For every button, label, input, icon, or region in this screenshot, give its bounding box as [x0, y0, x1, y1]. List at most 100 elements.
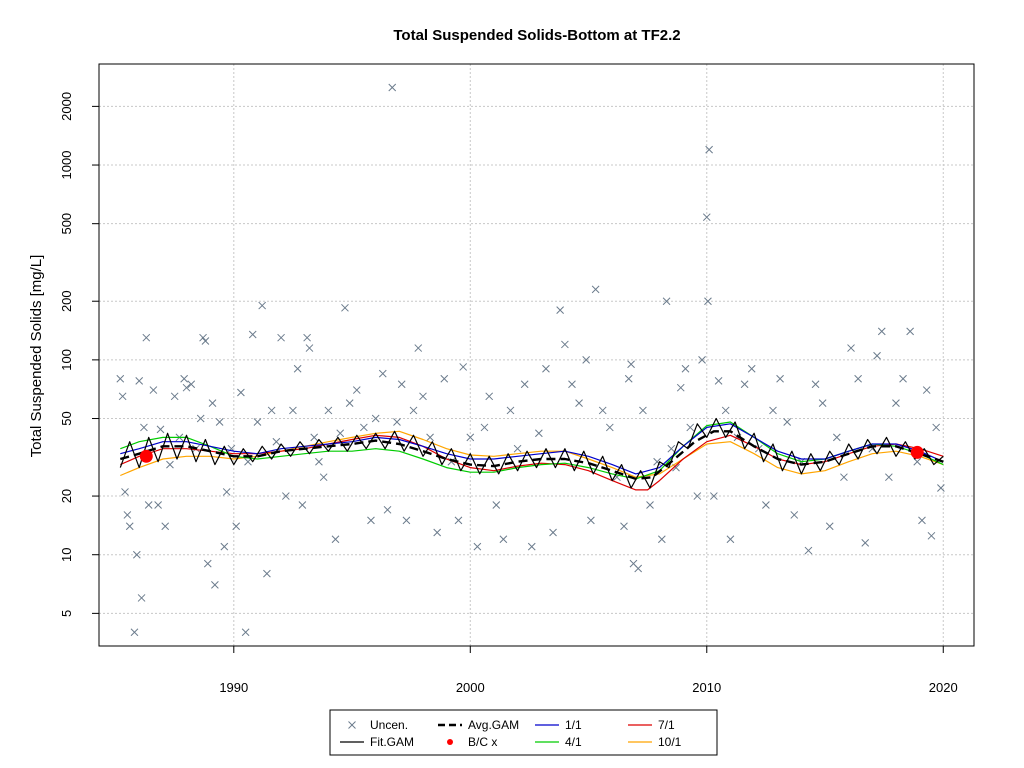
data-point — [142, 333, 151, 342]
data-point — [598, 406, 607, 415]
data-point — [840, 473, 848, 482]
data-point — [154, 501, 162, 509]
data-point-stroke-b — [913, 457, 922, 466]
data-point-stroke-b — [232, 522, 241, 531]
data-point-stroke-b — [277, 333, 285, 342]
data-point-stroke-b — [182, 383, 191, 392]
data-point — [272, 437, 281, 446]
data-point — [187, 380, 196, 389]
data-point — [324, 406, 333, 415]
data-point-stroke-b — [123, 511, 132, 519]
data-point-stroke-b — [310, 433, 319, 442]
data-point — [426, 433, 434, 442]
data-point — [693, 492, 702, 500]
data-point — [847, 344, 855, 352]
y-tick-label: 2000 — [59, 92, 74, 121]
data-point-stroke-b — [877, 327, 886, 336]
y-tick-label: 5 — [59, 610, 74, 617]
data-point-stroke-b — [447, 457, 456, 466]
legend-label: 1/1 — [565, 718, 582, 732]
data-point — [371, 414, 380, 423]
data-point — [480, 423, 489, 432]
data-point-stroke-b — [215, 418, 224, 426]
data-point-stroke-b — [203, 559, 212, 568]
data-point-stroke-b — [319, 473, 328, 482]
data-point — [253, 418, 262, 426]
data-point-stroke-b — [568, 380, 576, 389]
data-point — [258, 301, 267, 310]
data-point — [818, 399, 827, 407]
data-point — [624, 374, 633, 383]
data-point — [378, 369, 387, 378]
data-point-stroke-b — [293, 364, 302, 373]
data-point-stroke-b — [605, 423, 614, 432]
data-point — [440, 374, 449, 383]
data-point-stroke-b — [341, 303, 349, 312]
data-point-stroke-b — [485, 392, 494, 401]
legend-entry: Fit.GAM — [340, 735, 414, 749]
data-point-stroke-b — [492, 501, 501, 509]
series-layer — [116, 83, 945, 637]
data-point — [289, 406, 297, 415]
data-point — [130, 628, 139, 637]
series-10-1 — [120, 430, 944, 478]
data-point-stroke-b — [714, 377, 723, 385]
data-point — [927, 531, 936, 540]
data-point — [527, 542, 536, 551]
data-point-stroke-b — [847, 344, 855, 352]
data-point-stroke-b — [118, 392, 127, 401]
data-point-stroke-b — [137, 594, 146, 602]
data-point — [587, 516, 595, 525]
data-point — [740, 380, 749, 389]
data-point-stroke-b — [520, 380, 529, 389]
data-point — [506, 406, 515, 415]
data-point-stroke-b — [180, 374, 188, 383]
data-point — [367, 516, 375, 525]
data-point-stroke-b — [818, 399, 827, 407]
data-point — [341, 303, 349, 312]
data-point-stroke-b — [208, 399, 217, 407]
x-axis: 1990 2000 2010 2020 — [219, 645, 958, 695]
data-point — [466, 433, 475, 442]
data-point-stroke-b — [892, 399, 900, 407]
x-tick-label: 1990 — [219, 680, 248, 695]
data-point — [360, 423, 368, 432]
data-point-stroke-b — [624, 374, 633, 383]
data-point-stroke-b — [620, 522, 628, 531]
data-point — [397, 380, 406, 389]
y-tick-label: 500 — [59, 213, 74, 235]
data-point — [932, 423, 941, 432]
data-point-stroke-b — [776, 374, 784, 383]
data-point-stroke-b — [196, 414, 205, 423]
data-point — [220, 542, 229, 551]
legend-label: Fit.GAM — [370, 735, 414, 749]
data-point — [125, 522, 134, 531]
data-point — [520, 380, 529, 389]
legend-entry: Avg.GAM — [438, 718, 519, 732]
x-tick-label: 2010 — [692, 680, 721, 695]
data-point — [433, 528, 442, 537]
series-line — [119, 430, 944, 481]
data-point-stroke-b — [187, 380, 196, 389]
data-point — [215, 418, 224, 426]
data-point — [825, 522, 834, 531]
y-tick-label: 50 — [59, 411, 74, 425]
y-tick-label: 200 — [59, 290, 74, 312]
data-point-stroke-b — [459, 363, 468, 371]
data-point-stroke-b — [591, 285, 600, 294]
data-point-stroke-b — [144, 501, 153, 509]
data-point-stroke-b — [324, 406, 333, 415]
data-point-stroke-b — [227, 444, 236, 453]
data-point-stroke-b — [932, 423, 941, 432]
data-point — [345, 399, 354, 407]
data-point-stroke-b — [331, 535, 340, 544]
data-point-stroke-b — [267, 406, 276, 415]
data-point — [459, 363, 468, 371]
data-point — [657, 535, 666, 544]
data-point — [873, 351, 881, 360]
data-point — [248, 330, 257, 339]
data-point — [485, 392, 494, 401]
data-point-stroke-b — [258, 301, 267, 310]
data-point — [499, 535, 508, 544]
